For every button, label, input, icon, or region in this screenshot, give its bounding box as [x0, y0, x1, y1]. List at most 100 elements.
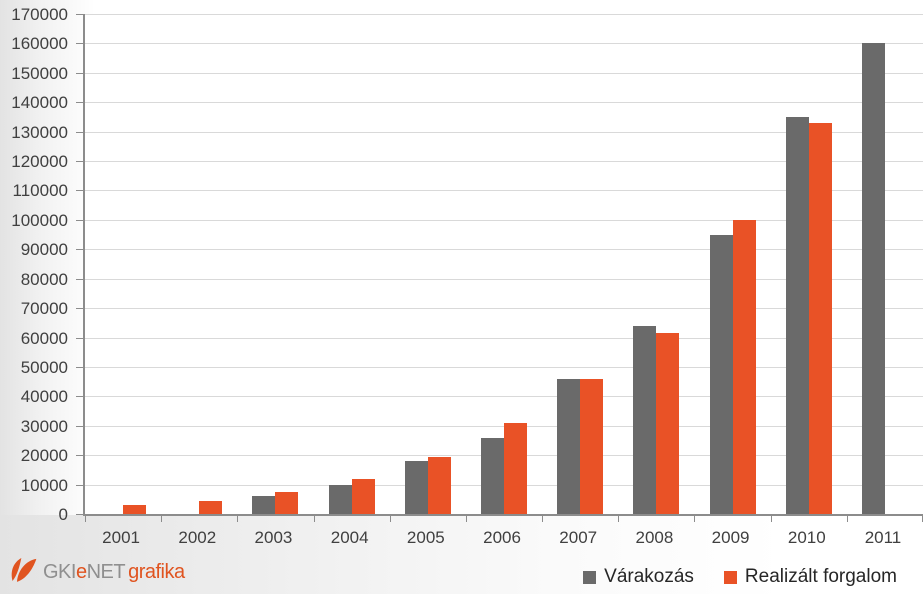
y-tick [76, 219, 83, 221]
y-tick [76, 278, 83, 280]
y-axis-label-50000: 50000 [20, 357, 68, 377]
legend-item-realizalt: Realizált forgalom [723, 566, 897, 588]
x-tick [542, 516, 544, 522]
bar-2011-varakozas [861, 43, 885, 514]
x-tick [237, 516, 239, 522]
y-tick [76, 190, 83, 192]
y-axis-label-20000: 20000 [20, 446, 68, 466]
x-axis-label-2011: 2011 [864, 528, 902, 547]
bar-group-2002 [161, 14, 237, 514]
y-axis-label-30000: 30000 [20, 416, 68, 436]
x-tick [846, 516, 848, 522]
bar-group-2011 [847, 14, 923, 514]
x-tick [161, 516, 163, 522]
legend-swatch-orange [723, 570, 737, 584]
y-axis-label-140000: 140000 [11, 93, 68, 113]
y-axis-label-150000: 150000 [11, 63, 68, 83]
bar-2007-varakozas [557, 378, 581, 514]
x-axis-label-2002: 2002 [178, 528, 217, 547]
y-tick [76, 14, 83, 15]
bar-group-2004 [314, 14, 390, 514]
x-tick [389, 516, 391, 522]
bar-2006-varakozas [481, 437, 505, 514]
bar-2004-varakozas [328, 484, 352, 514]
bar-2003-varakozas [252, 496, 276, 514]
x-axis-label-2006: 2006 [483, 528, 521, 547]
logo-text-gki: GKI [43, 561, 76, 583]
gridline-140000 [85, 102, 923, 104]
bar-group-2010 [771, 14, 847, 514]
bar-2005-varakozas [404, 461, 428, 514]
bar-2006-realizalt [504, 422, 528, 514]
bar-2004-realizalt [351, 478, 375, 514]
x-axis-label-2004: 2004 [330, 528, 369, 547]
y-axis-label-10000: 10000 [20, 475, 68, 495]
gridline-110000 [85, 190, 923, 192]
bar-group-2006 [466, 14, 542, 514]
logo-text-grafika: grafika [128, 561, 185, 583]
y-axis-label-130000: 130000 [11, 122, 68, 142]
x-axis-label-2009: 2009 [711, 528, 750, 547]
y-tick [76, 72, 83, 74]
legend-label: Realizált forgalom [744, 566, 897, 587]
y-axis-label-80000: 80000 [20, 269, 68, 289]
y-tick [76, 366, 83, 368]
y-tick [76, 249, 83, 251]
gridline-60000 [85, 337, 923, 339]
y-tick [76, 425, 83, 427]
y-tick [76, 102, 83, 104]
bar-2008-varakozas [633, 325, 657, 514]
x-tick [465, 516, 467, 522]
bar-2009-realizalt [732, 219, 756, 514]
bar-groups [85, 14, 923, 514]
bar-2007-realizalt [580, 378, 604, 514]
bar-2001-realizalt [123, 505, 147, 514]
y-axis-label-110000: 110000 [12, 181, 68, 201]
x-axis-label-2003: 2003 [254, 528, 293, 547]
gridline-70000 [85, 308, 923, 310]
bar-2002-realizalt [199, 500, 223, 514]
y-tick [76, 337, 83, 339]
gridline-90000 [85, 249, 923, 251]
y-axis-label-60000: 60000 [20, 328, 68, 348]
y-tick [76, 484, 83, 486]
y-axis-label-70000: 70000 [20, 299, 68, 319]
y-axis-label-170000: 170000 [11, 5, 68, 24]
leaf-icon [9, 556, 39, 588]
bar-2010-varakozas [785, 116, 809, 514]
legend: Várakozás Realizált forgalom [583, 566, 897, 588]
y-tick [76, 308, 83, 310]
plot-area [83, 14, 923, 516]
bar-2009-varakozas [709, 234, 733, 514]
background-bottom-shading [0, 515, 923, 594]
x-axis-label-2007: 2007 [559, 528, 598, 547]
x-axis-label-2010: 2010 [787, 528, 826, 547]
x-tick [694, 516, 696, 522]
x-tick [618, 516, 620, 522]
legend-swatch-gray [583, 570, 597, 584]
x-axis-label-2008: 2008 [635, 528, 674, 547]
legend-item-varakozas: Várakozás [583, 566, 694, 588]
x-axis-label-2005: 2005 [406, 528, 445, 547]
gridline-150000 [85, 72, 923, 74]
gridline-100000 [85, 219, 923, 221]
gridline-170000 [85, 14, 923, 15]
y-axis-label-100000: 100000 [11, 210, 68, 230]
x-axis-label-2001: 2001 [102, 528, 140, 547]
bar-group-2003 [237, 14, 313, 514]
gridline-30000 [85, 425, 923, 427]
logo-text-e: e [75, 561, 87, 583]
y-tick [76, 396, 83, 398]
x-tick [313, 516, 315, 522]
gridline-50000 [85, 366, 923, 368]
bar-2003-realizalt [275, 491, 299, 514]
background-left-shading [0, 0, 95, 594]
gridline-120000 [85, 161, 923, 163]
x-tick [85, 516, 86, 522]
gridline-40000 [85, 396, 923, 398]
bar-group-2009 [695, 14, 771, 514]
x-axis-labels: 2001 2002 2003 2004 2005 2006 2007 2008 2009 2010… [83, 528, 921, 548]
bar-2008-realizalt [656, 333, 680, 514]
y-tick [76, 514, 83, 515]
